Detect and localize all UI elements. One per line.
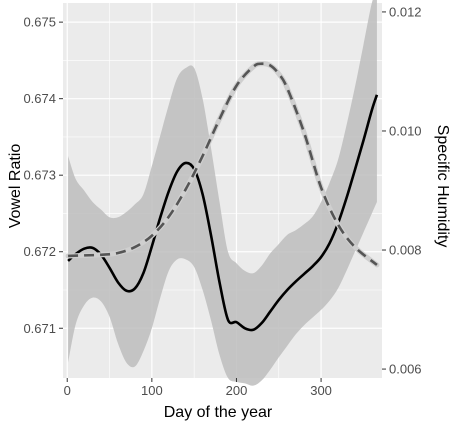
y-right-tick-label: 0.006 [389, 362, 422, 377]
y-left-tick-label: 0.674 [23, 91, 56, 106]
y-right-tick-label: 0.008 [389, 243, 422, 258]
y-axis-title-right: Specific Humidity [434, 125, 451, 248]
y-axis-title-left: Vowel Ratio [7, 144, 24, 229]
x-tick-label: 0 [64, 383, 71, 398]
confidence-band-layer [68, 0, 377, 386]
confidence-band-series-1 [68, 0, 377, 386]
x-tick-label: 100 [141, 383, 163, 398]
series-line-2 [68, 62, 378, 266]
axis-layer: 0 100 200 300 0.671 0.672 0.673 0.674 0.675 0.006… [23, 4, 421, 398]
series-line-1 [67, 94, 379, 332]
y-right-tick-label: 0.012 [389, 4, 422, 19]
y-left-tick-label: 0.671 [23, 321, 56, 336]
x-axis-title: Day of the year [164, 404, 273, 421]
y-left-tick-label: 0.675 [23, 15, 56, 30]
y-left-tick-label: 0.673 [23, 168, 56, 183]
x-tick-label: 300 [310, 383, 332, 398]
y-right-tick-label: 0.010 [389, 123, 422, 138]
x-tick-label: 200 [226, 383, 248, 398]
series-line-layer [65, 61, 380, 332]
y-left-tick-label: 0.672 [23, 244, 56, 259]
